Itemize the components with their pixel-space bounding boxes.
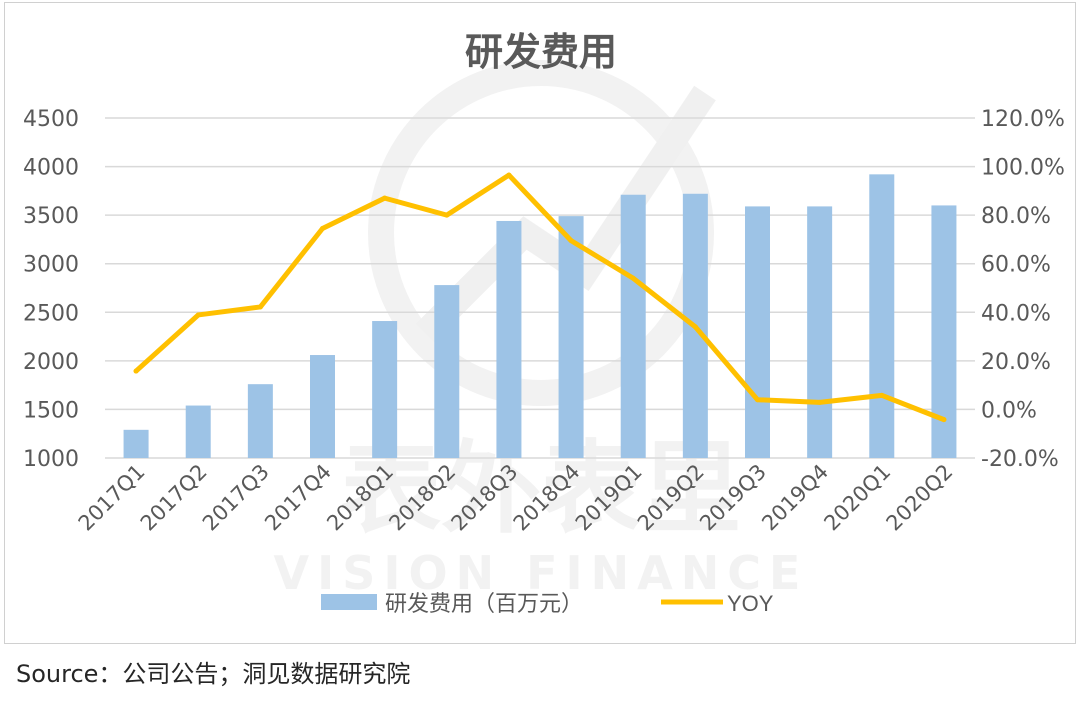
y-left-tick-label: 3500 (23, 204, 79, 229)
y-left-tick-label: 1500 (23, 398, 79, 423)
y-left-tick-label: 1000 (23, 447, 79, 472)
bar (123, 429, 149, 458)
x-tick-label: 2017Q4 (260, 460, 336, 536)
bar (869, 174, 895, 459)
watermark-arrow (415, 85, 716, 343)
bar (807, 206, 833, 458)
x-tick-label: 2020Q2 (882, 460, 958, 536)
y-left-tick-label: 4000 (23, 156, 79, 181)
y-left-tick-label: 2000 (23, 350, 79, 375)
yoy-point (320, 226, 325, 231)
legend-swatch-bar (321, 594, 377, 610)
watermark-cn: 表外表里 (341, 430, 741, 547)
bar (247, 384, 273, 458)
yoy-point (257, 304, 263, 310)
bar (496, 220, 522, 458)
bar (620, 194, 646, 458)
chart-frame: 表外表里 VISION FINANCE 1000 1500 2000 2500 3000 3… (4, 2, 1076, 644)
bar (745, 206, 770, 458)
yoy-point (382, 195, 388, 201)
y-left-tick-label: 2500 (23, 301, 79, 326)
y-right-tick-label: -20.0% (981, 447, 1059, 472)
yoy-point (941, 417, 947, 423)
x-tick-label: 2017Q1 (74, 460, 150, 536)
watermark-en: VISION FINANCE (274, 546, 809, 600)
legend-label-line: YOY (727, 591, 774, 616)
y-left-tick-label: 3000 (23, 253, 79, 278)
legend-label-bar: 研发费用（百万元） (385, 592, 583, 617)
x-tick-label: 2017Q3 (198, 460, 274, 536)
y-right-tick-label: 120.0% (981, 107, 1065, 132)
bar (310, 355, 335, 458)
y-right-tick-label: 40.0% (981, 301, 1051, 326)
y-right-tick-label: 100.0% (981, 156, 1065, 181)
yoy-point (879, 392, 885, 398)
line-series (133, 172, 947, 423)
yoy-line (133, 172, 947, 423)
x-tick-label: 2019Q4 (757, 460, 833, 536)
y-right-tick-label: 0.0% (981, 398, 1037, 423)
legend: 研发费用（百万元） YOY (321, 591, 774, 617)
bar (185, 405, 211, 458)
bar (434, 285, 460, 458)
y-right-tick-label: 80.0% (981, 204, 1051, 229)
x-tick-label: 2020Q1 (819, 460, 895, 536)
yoy-point (692, 324, 698, 330)
yoy-point (506, 172, 512, 178)
bar-series (123, 174, 957, 459)
yoy-point (195, 312, 201, 318)
yoy-point (444, 212, 450, 218)
bar (372, 321, 398, 458)
chart-title: 研发费用 (465, 30, 617, 74)
yoy-point (133, 368, 139, 374)
yoy-point (755, 397, 760, 403)
bar (558, 216, 584, 458)
y-right-tick-label: 20.0% (981, 350, 1051, 375)
y-left-tick-label: 4500 (23, 107, 79, 132)
x-tick-label: 2017Q2 (136, 460, 212, 536)
y-right-tick-label: 60.0% (981, 253, 1051, 278)
yoy-point (568, 238, 574, 244)
gridlines (105, 117, 975, 459)
yoy-point (817, 399, 823, 405)
yoy-point (630, 275, 636, 281)
source-note: Source：公司公告；洞见数据研究院 (16, 660, 411, 688)
